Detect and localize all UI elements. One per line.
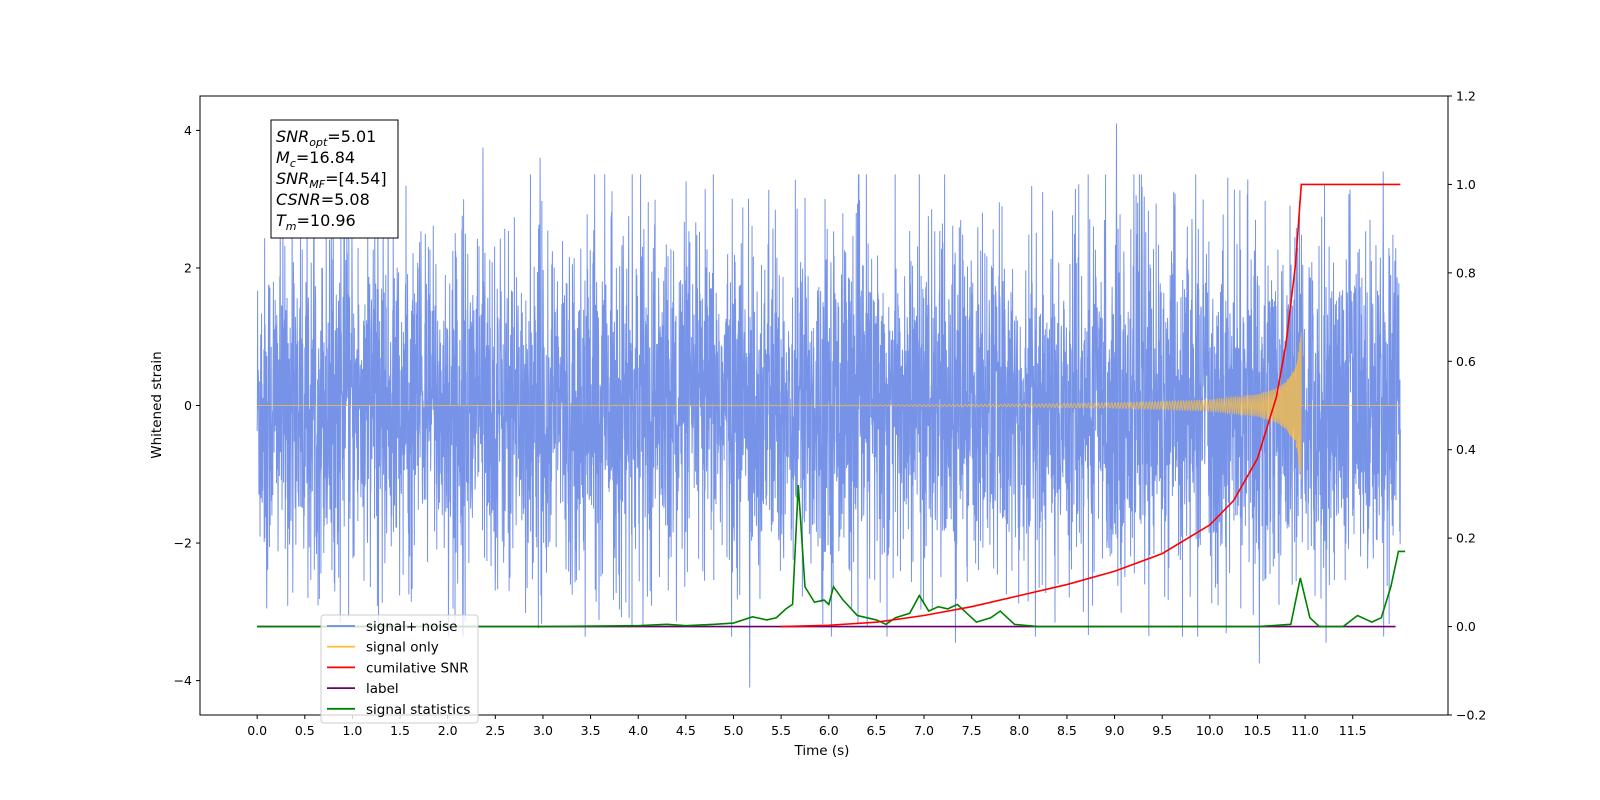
annotation-line: Tm=10.96 [276, 211, 356, 233]
x-tick-label: 11.5 [1339, 723, 1367, 738]
series-signal-only [257, 332, 1401, 480]
x-tick-label: 6.0 [819, 723, 839, 738]
x-tick-label: 4.0 [628, 723, 648, 738]
legend-frame [320, 614, 479, 724]
legend-label: label [366, 681, 399, 697]
x-tick-label: 2.5 [485, 723, 505, 738]
x-tick-label: 11.0 [1291, 723, 1319, 738]
x-tick-label: 1.0 [342, 723, 362, 738]
x-tick-label: 0.5 [295, 723, 315, 738]
x-axis: 0.0 0.5 1.0 1.5 2.0 2.5 3.0 3.5 4.0 4.5 5.0 5.5 6.0 6… [247, 715, 1367, 738]
x-tick-label: 9.5 [1152, 723, 1172, 738]
annotation-line: SNRMF=[4.54] [276, 169, 387, 191]
x-tick-label: 3.0 [533, 723, 553, 738]
y2-tick-label: 0.0 [1456, 619, 1476, 634]
x-tick-label: 7.5 [962, 723, 982, 738]
legend-label: signal statistics [366, 702, 470, 718]
x-tick-label: 2.0 [438, 723, 458, 738]
y-axis-left: −4 −2 0 2 4 [174, 123, 200, 688]
series-cumulative-snr [781, 183, 1401, 628]
y-tick-label: 0 [184, 398, 192, 413]
y2-tick-label: 1.0 [1456, 177, 1476, 192]
y2-tick-label: −0.2 [1456, 708, 1486, 723]
y2-tick-label: 0.8 [1456, 265, 1476, 280]
y2-tick-label: 1.2 [1456, 89, 1476, 104]
y-axis-label: Whitened strain [149, 351, 165, 458]
x-tick-label: 9.0 [1105, 723, 1125, 738]
legend-label: signal only [366, 640, 439, 656]
x-tick-label: 4.5 [676, 723, 696, 738]
annotation-line: CSNR=5.08 [276, 190, 370, 209]
x-tick-label: 8.0 [1009, 723, 1029, 738]
y-tick-label: −4 [174, 673, 192, 688]
y2-tick-label: 0.4 [1456, 442, 1476, 457]
x-tick-label: 1.5 [390, 723, 410, 738]
x-tick-label: 5.5 [771, 723, 791, 738]
series-layer [256, 123, 1406, 688]
x-tick-label: 3.5 [581, 723, 601, 738]
y-tick-label: −2 [174, 536, 192, 551]
legend: signal+ noise signal only cumilative SNR la… [320, 614, 479, 724]
legend-label: signal+ noise [366, 619, 457, 635]
y-tick-label: 2 [184, 260, 192, 275]
x-tick-label: 10.5 [1244, 723, 1272, 738]
x-tick-label: 0.0 [247, 723, 267, 738]
y2-tick-label: 0.2 [1456, 531, 1476, 546]
y-axis-right: −0.2 0.0 0.2 0.4 0.6 0.8 1.0 1.2 [1448, 89, 1486, 723]
x-tick-label: 7.0 [914, 723, 934, 738]
annotation-box: SNRopt=5.01Mc=16.84SNRMF=[4.54]CSNR=5.08… [270, 119, 399, 239]
y-tick-label: 4 [184, 123, 192, 138]
x-tick-label: 6.5 [866, 723, 886, 738]
x-tick-label: 8.5 [1057, 723, 1077, 738]
annotation-line: SNRopt=5.01 [276, 127, 376, 149]
x-tick-label: 10.0 [1196, 723, 1224, 738]
x-axis-label: Time (s) [794, 743, 850, 759]
series-signal-statistics [257, 485, 1406, 628]
y2-tick-label: 0.6 [1456, 354, 1476, 369]
x-tick-label: 5.0 [724, 723, 744, 738]
legend-label: cumilative SNR [366, 660, 469, 676]
annotation-frame [270, 119, 399, 239]
series-signal-noise [256, 123, 1401, 688]
annotation-line: Mc=16.84 [276, 148, 355, 170]
